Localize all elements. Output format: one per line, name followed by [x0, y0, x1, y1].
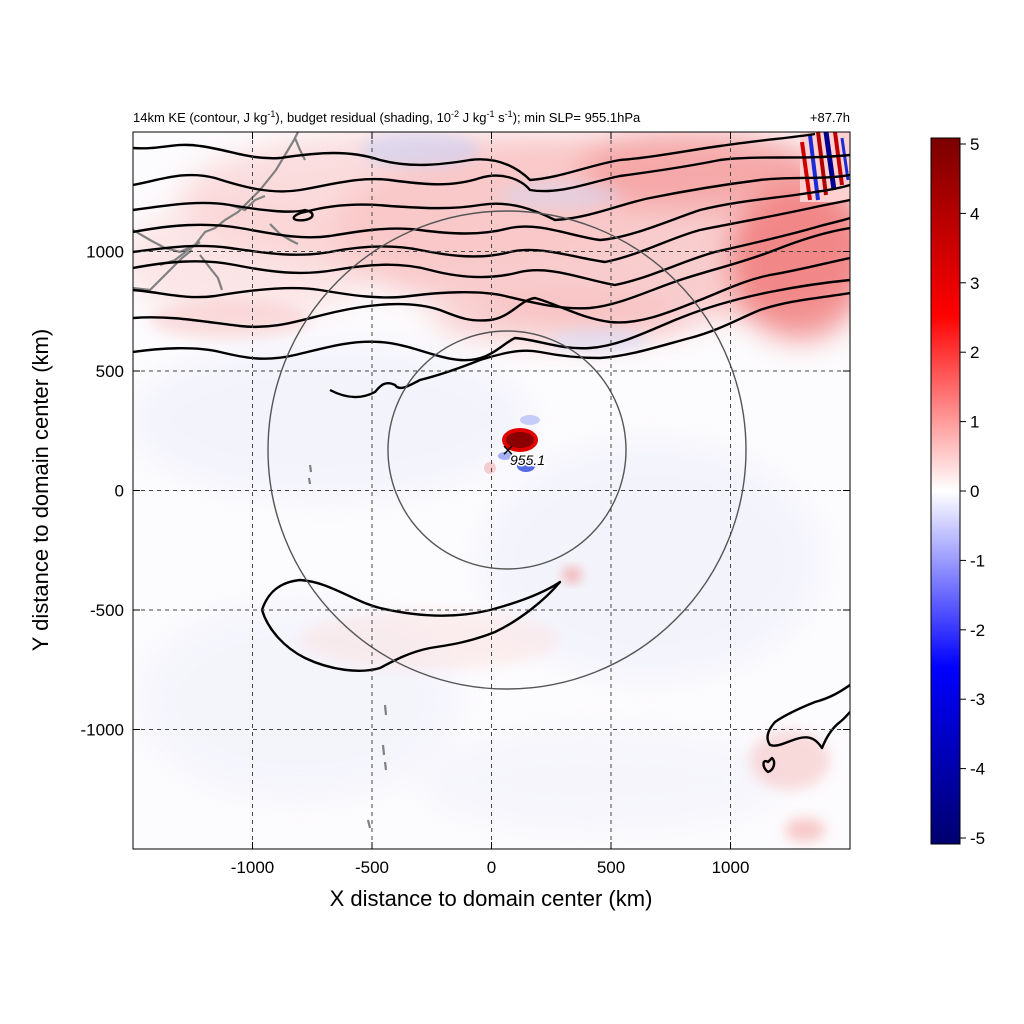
x-tick-label: -500: [355, 858, 389, 877]
y-tick-label: -500: [90, 601, 124, 620]
colorbar: 5 4 3 2 1 0 -1 -2 -3 -4 -5: [930, 135, 985, 848]
colorbar-tick-label: 2: [970, 343, 979, 362]
x-tick-label: -1000: [231, 858, 274, 877]
colorbar-tick-label: -5: [970, 829, 985, 848]
y-tick-label: 0: [115, 482, 124, 501]
ke-contour: [260, 578, 562, 672]
inner-range-circle: [387, 330, 627, 570]
ke-contour: [133, 153, 850, 193]
colorbar-tick-label: 0: [970, 482, 979, 501]
ke-contour: [133, 256, 850, 329]
colorbar-tick-label: -3: [970, 690, 985, 709]
residual-shading: [133, 132, 850, 842]
colorbar-tick-label: 5: [970, 135, 979, 154]
y-tick-label: 500: [96, 362, 124, 381]
y-axis: -1000 -500 0 500 1000: [81, 243, 850, 740]
x-axis: -1000 -500 0 500 1000: [231, 132, 750, 877]
ke-contours: [133, 132, 850, 774]
x-tick-label: 500: [597, 858, 625, 877]
x-tick-label: 1000: [712, 858, 750, 877]
ke-contour: [133, 183, 850, 242]
colorbar-ticks: 5 4 3 2 1 0 -1 -2 -3 -4 -5: [960, 135, 985, 848]
ke-contour: [133, 216, 850, 287]
ke-contour: [766, 684, 850, 750]
ke-contour: [133, 173, 850, 222]
storm-center-marker: ×: [502, 440, 514, 462]
ke-contour: [133, 226, 850, 310]
range-circles: [267, 210, 747, 690]
ke-contour: [329, 291, 850, 399]
outer-range-circle: [267, 210, 747, 690]
y-axis-title: Y distance to domain center (km): [28, 329, 53, 651]
x-tick-label: 0: [487, 858, 496, 877]
ke-contour: [133, 132, 816, 182]
plot-area: × 955.1: [133, 132, 850, 849]
chart-title: 14km KE (contour, J kg-1), budget residu…: [133, 109, 641, 125]
ke-contour: [133, 278, 850, 362]
colorbar-tick-label: 4: [970, 204, 979, 223]
y-tick-label: 1000: [86, 243, 124, 262]
colorbar-tick-label: 1: [970, 413, 979, 432]
colorbar-tick-label: -4: [970, 760, 985, 779]
x-axis-title: X distance to domain center (km): [330, 886, 653, 911]
colorbar-gradient: [930, 137, 961, 845]
colorbar-tick-label: -1: [970, 551, 985, 570]
colorbar-tick-label: 3: [970, 274, 979, 293]
min-slp-label: 955.1: [510, 452, 545, 468]
ke-contour: [762, 756, 776, 774]
time-label: +87.7h: [810, 110, 850, 125]
y-tick-label: -1000: [81, 721, 124, 740]
colorbar-tick-label: -2: [970, 621, 985, 640]
